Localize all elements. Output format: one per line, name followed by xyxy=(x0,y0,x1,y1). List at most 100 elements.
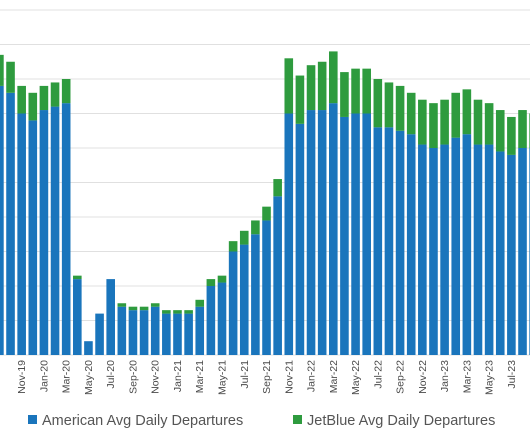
bar-jetblue-Apr-23 xyxy=(473,99,483,145)
bar-jetblue-Jan-21 xyxy=(173,310,182,314)
bar-american-Nov-21 xyxy=(284,113,294,355)
bar-jetblue-Dec-20 xyxy=(162,310,171,314)
bar-jetblue-Nov-19 xyxy=(17,85,26,114)
bar-jetblue-Sep-20 xyxy=(128,306,138,311)
bar-american-Mar-20 xyxy=(61,103,71,356)
bar-american-Aug-22 xyxy=(384,127,394,355)
bar-jetblue-Aug-22 xyxy=(384,82,394,128)
bar-jetblue-May-23 xyxy=(484,103,494,145)
x-tick-label: Jan-20 xyxy=(38,360,50,392)
bar-american-Jan-22 xyxy=(306,110,316,355)
bar-american-Jun-23 xyxy=(495,151,505,355)
x-tick-label: May-22 xyxy=(350,360,362,395)
bar-american-May-20 xyxy=(84,341,93,355)
bar-jetblue-Mar-20 xyxy=(61,79,71,104)
legend-swatch-jetblue xyxy=(293,415,302,424)
bar-jetblue-Mar-21 xyxy=(195,299,205,307)
bar-american-May-22 xyxy=(351,113,360,355)
bar-jetblue-Dec-19 xyxy=(28,92,38,121)
x-tick-label: Sep-21 xyxy=(261,360,273,394)
bar-american-Apr-20 xyxy=(73,279,82,355)
legend-swatch-american xyxy=(28,415,37,424)
bar-jetblue-Feb-23 xyxy=(451,92,461,138)
bar-american-Apr-23 xyxy=(473,144,483,355)
bar-american-Oct-21 xyxy=(273,196,282,355)
x-tick-label: Jul-20 xyxy=(105,360,117,389)
bar-american-Jun-22 xyxy=(362,113,371,355)
bar-jetblue-Sep-21 xyxy=(262,206,271,221)
bar-american-Sep-19 xyxy=(0,85,4,356)
bar-american-Aug-23 xyxy=(518,148,527,355)
bar-american-Sep-21 xyxy=(262,220,271,355)
bar-jetblue-Aug-20 xyxy=(117,303,127,307)
x-tick-label: Nov-20 xyxy=(150,360,162,394)
bar-american-Jul-22 xyxy=(373,127,383,355)
legend-label-american: American Avg Daily Departures xyxy=(42,413,243,429)
bar-american-May-21 xyxy=(217,282,227,355)
bar-jetblue-Nov-20 xyxy=(150,303,160,307)
x-tick-label: May-23 xyxy=(484,360,496,395)
bar-american-May-23 xyxy=(484,144,494,355)
bar-jetblue-Nov-22 xyxy=(418,99,427,145)
bar-jetblue-Nov-21 xyxy=(284,58,294,114)
bar-jetblue-Jul-23 xyxy=(507,116,516,155)
bar-american-Dec-19 xyxy=(28,120,38,356)
bar-american-Apr-21 xyxy=(206,286,216,355)
bar-jetblue-Oct-21 xyxy=(273,179,282,197)
bar-american-Sep-20 xyxy=(128,310,138,355)
bar-jetblue-Mar-23 xyxy=(462,89,472,135)
x-tick-label: Jul-21 xyxy=(239,360,251,389)
bar-jetblue-Jun-22 xyxy=(362,68,371,114)
x-tick-label: Jul-23 xyxy=(506,360,518,389)
x-tick-label: May-21 xyxy=(217,360,229,395)
bar-american-Nov-22 xyxy=(418,144,427,355)
bar-jetblue-Oct-22 xyxy=(406,92,416,135)
bar-american-Dec-21 xyxy=(295,123,305,355)
x-tick-label: Nov-21 xyxy=(283,360,295,394)
bar-jetblue-Feb-22 xyxy=(317,61,327,111)
bar-american-Oct-19 xyxy=(6,92,15,356)
bar-american-Oct-22 xyxy=(406,134,416,355)
bar-jetblue-Jan-20 xyxy=(39,85,49,111)
x-tick-label: Jul-22 xyxy=(372,360,384,389)
bar-jetblue-Apr-22 xyxy=(340,72,349,117)
bar-american-Jul-21 xyxy=(239,244,249,355)
bar-american-Feb-23 xyxy=(451,137,461,355)
bar-american-Jun-20 xyxy=(95,313,104,355)
bar-american-Dec-22 xyxy=(429,148,438,355)
bar-american-Sep-22 xyxy=(395,130,405,355)
x-tick-label: May-20 xyxy=(83,360,95,395)
x-tick-label: Nov-22 xyxy=(417,360,429,394)
bar-american-Mar-23 xyxy=(462,134,472,355)
bar-jetblue-Feb-20 xyxy=(50,82,60,107)
bar-jetblue-Feb-21 xyxy=(184,310,193,314)
bar-american-Aug-20 xyxy=(117,306,127,355)
bars xyxy=(0,51,530,356)
x-tick-label: Mar-23 xyxy=(461,360,473,393)
bar-american-Dec-20 xyxy=(162,313,171,355)
bar-american-Mar-22 xyxy=(329,103,338,356)
bar-american-Jan-23 xyxy=(440,144,449,355)
x-axis: Nov-19 Jan-20 Mar-20 May-20 Jul-20 Sep-20 Nov-… xyxy=(16,360,530,395)
bar-jetblue-Jan-23 xyxy=(440,99,449,145)
bar-jetblue-Sep-19 xyxy=(0,54,4,86)
x-tick-label: Jan-21 xyxy=(172,360,184,392)
x-tick-label: Sep-20 xyxy=(127,360,139,394)
x-tick-label: Mar-21 xyxy=(194,360,206,393)
bar-american-Jun-21 xyxy=(228,251,238,355)
bar-jetblue-Aug-23 xyxy=(518,110,527,148)
bar-american-Jul-20 xyxy=(106,279,115,355)
x-tick-label: Sep-22 xyxy=(395,360,407,394)
bar-jetblue-Apr-20 xyxy=(73,275,82,280)
bar-american-Nov-19 xyxy=(17,113,26,355)
bar-american-Feb-20 xyxy=(50,106,60,355)
bar-american-Nov-20 xyxy=(150,306,160,355)
legend-label-jetblue: JetBlue Avg Daily Departures xyxy=(307,413,495,429)
bar-jetblue-May-22 xyxy=(351,68,360,114)
bar-jetblue-Aug-21 xyxy=(251,220,260,235)
bar-jetblue-Oct-19 xyxy=(6,61,15,93)
bar-jetblue-Jun-21 xyxy=(228,241,238,252)
x-tick-label: Sep-23 xyxy=(528,360,530,394)
bar-jetblue-Sep-22 xyxy=(395,85,405,131)
